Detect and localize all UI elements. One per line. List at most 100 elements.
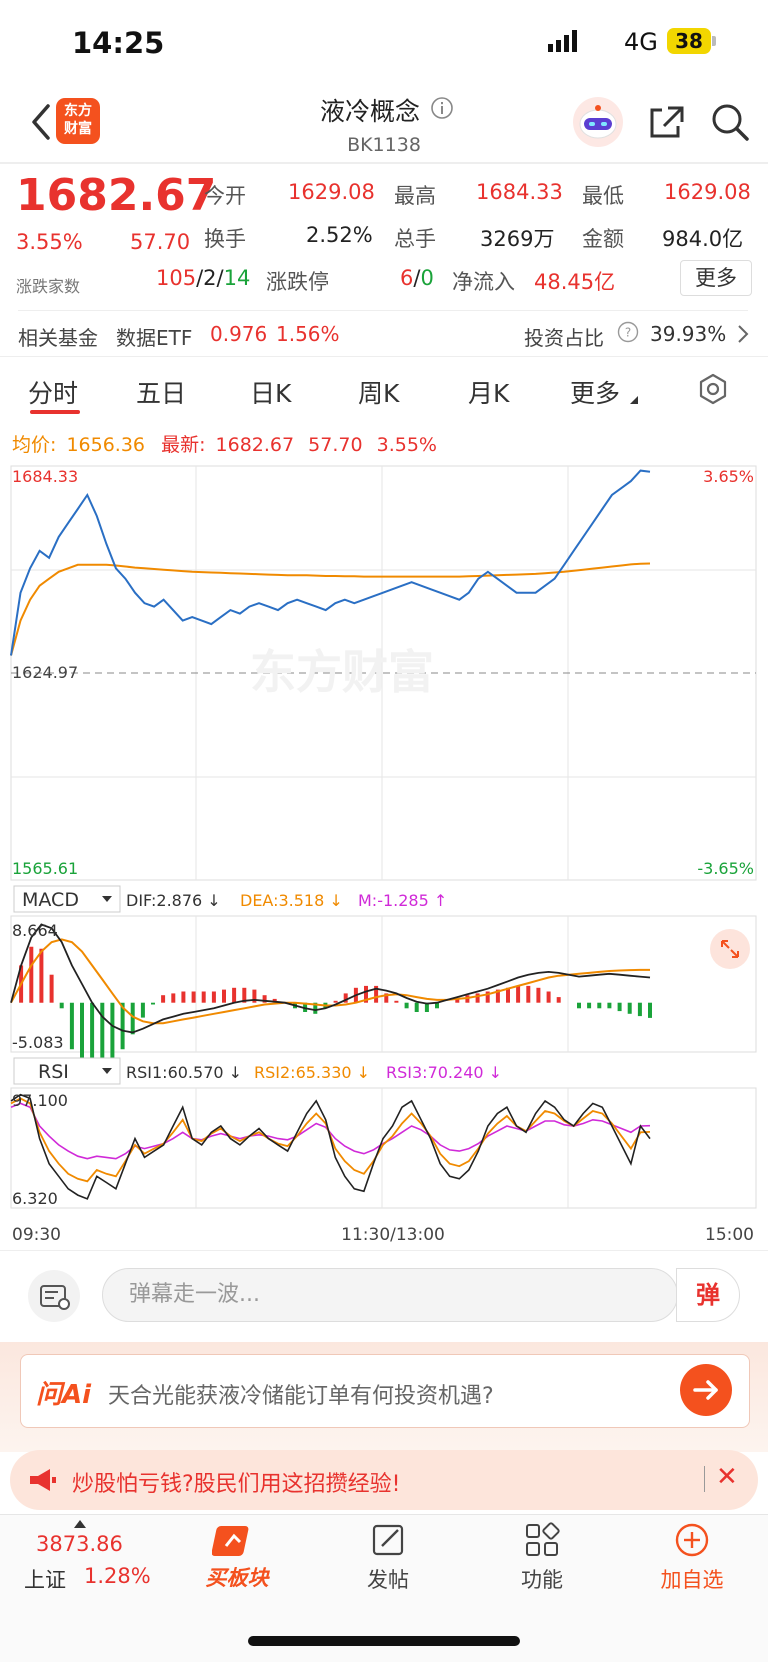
megaphone-icon <box>30 1469 56 1491</box>
high-label: 最高 <box>394 184 436 208</box>
etf-name[interactable]: 数据ETF <box>116 326 193 350</box>
avg-label: 均价: <box>12 434 57 456</box>
back-icon[interactable] <box>22 98 62 146</box>
index-name[interactable]: 上证 <box>24 1568 66 1592</box>
ai-question-text[interactable]: 天合光能获液冷储能订单有何投资机遇? <box>108 1384 494 1409</box>
pct-min-label: -3.65% <box>697 859 754 878</box>
header-divider <box>0 162 768 164</box>
network-type: 4G <box>624 28 658 56</box>
divider <box>0 356 768 357</box>
turnover-label: 换手 <box>204 227 246 251</box>
expand-icon[interactable] <box>710 929 750 969</box>
help-icon[interactable]: ? <box>617 321 639 343</box>
danmu-settings-icon[interactable] <box>28 1270 80 1322</box>
nav-function[interactable]: 功能 <box>521 1568 563 1592</box>
brand-logo: 东方 财富 <box>56 98 100 144</box>
macd-dif: DIF:2.876 ↓ <box>126 891 221 910</box>
arrow-right-icon <box>693 1380 718 1400</box>
dropdown-icon <box>102 1068 112 1074</box>
ai-question-box[interactable] <box>20 1354 750 1428</box>
net-inflow-label: 净流入 <box>452 270 515 294</box>
chevron-right-icon[interactable] <box>736 323 750 345</box>
nav-add-watchlist[interactable]: 加自选 <box>660 1568 724 1592</box>
gear-icon[interactable] <box>696 372 730 406</box>
page-title-text: 液冷概念 <box>319 97 420 126</box>
limit-counts: 6/0 <box>400 266 434 290</box>
limit-up-count: 6 <box>400 266 414 290</box>
edit-icon[interactable] <box>370 1522 406 1558</box>
related-fund-label: 相关基金 <box>18 326 98 350</box>
macd-dea: DEA:3.518 ↓ <box>240 891 343 910</box>
etf-pct: 1.56% <box>276 322 340 346</box>
amount-label: 金额 <box>582 227 624 251</box>
divider <box>18 310 748 311</box>
add-circle-icon[interactable] <box>674 1522 710 1558</box>
volume-value: 3269万 <box>480 227 555 251</box>
latest-pct: 3.55% <box>376 434 437 456</box>
macd-m: M:-1.285 ↑ <box>358 891 447 910</box>
grid-apps-icon[interactable] <box>524 1522 560 1558</box>
battery-tip <box>712 36 716 46</box>
decline-count: 14 <box>223 266 251 290</box>
tab-active-indicator <box>30 410 80 414</box>
tab-more[interactable]: 更多 <box>570 379 621 408</box>
share-icon[interactable] <box>648 104 686 140</box>
macd-panel: MACD DIF:2.876 ↓ DEA:3.518 ↓ M:-1.285 ↑ … <box>10 885 757 1078</box>
avg-value: 1656.36 <box>66 434 146 456</box>
robot-assistant-icon[interactable] <box>572 96 624 148</box>
change-pct: 3.55% <box>16 230 83 254</box>
latest-change: 57.70 <box>308 434 363 456</box>
index-pct[interactable]: 1.28% <box>84 1564 151 1588</box>
advance-decline-label: 涨跌家数 <box>16 277 81 296</box>
ai-submit-button[interactable] <box>680 1364 732 1416</box>
x-label-noon: 11:30/13:00 <box>341 1225 445 1245</box>
danmu-send-button[interactable]: 弹 <box>676 1268 740 1322</box>
macd-select[interactable] <box>13 885 121 913</box>
y-max-label: 1684.33 <box>12 467 78 486</box>
dea-line <box>10 938 650 1025</box>
macd-frame <box>10 915 757 1053</box>
volume-label: 总手 <box>394 227 436 251</box>
open-label: 今开 <box>204 184 246 208</box>
separator: / <box>413 266 421 290</box>
tab-weekly-k[interactable]: 周K <box>358 379 400 408</box>
nav-post[interactable]: 发帖 <box>367 1568 409 1592</box>
buy-block-icon[interactable] <box>212 1522 258 1560</box>
nav-buy-block[interactable]: 买板块 <box>205 1566 269 1590</box>
investment-ratio-value: 39.93% <box>650 322 727 346</box>
tab-intraday[interactable]: 分时 <box>28 379 79 408</box>
triangle-down-icon <box>630 396 638 404</box>
promo-text[interactable]: 炒股怕亏钱?股民们用这招攒经验! <box>72 1472 401 1497</box>
separator: / <box>196 266 204 290</box>
etf-price: 0.976 <box>210 322 268 346</box>
close-icon[interactable]: ✕ <box>716 1462 738 1492</box>
latest-label: 最新: <box>161 434 206 456</box>
advance-count: 105 <box>156 266 197 290</box>
intraday-chart[interactable]: 东方财富 1684.33 3.65% 1624.97 1565.61 -3.65… <box>0 450 768 1252</box>
low-value: 1629.08 <box>664 180 751 204</box>
danmu-input[interactable]: 弹幕走一波... <box>102 1268 678 1322</box>
stock-code: BK1138 <box>347 134 421 156</box>
info-icon[interactable] <box>430 96 454 120</box>
divider <box>0 1250 768 1251</box>
x-label-open: 09:30 <box>12 1225 61 1245</box>
rsi-select[interactable] <box>13 1057 121 1085</box>
amount-value: 984.0亿 <box>662 227 744 251</box>
triangle-up-icon <box>74 1520 86 1528</box>
net-inflow-value: 48.45亿 <box>534 270 616 294</box>
tab-five-day[interactable]: 五日 <box>136 379 187 408</box>
search-icon[interactable] <box>710 102 750 142</box>
index-value[interactable]: 3873.86 <box>36 1532 123 1556</box>
tab-daily-k[interactable]: 日K <box>250 379 292 408</box>
low-label: 最低 <box>582 184 624 208</box>
danmu-icon <box>40 1285 70 1310</box>
separator: / <box>216 266 224 290</box>
brand-logo-line1: 东方 <box>64 103 92 119</box>
more-button[interactable]: 更多 <box>680 260 752 296</box>
expand-arrows <box>721 940 739 958</box>
bottom-divider <box>0 1514 768 1515</box>
promo-banner[interactable] <box>10 1450 758 1510</box>
tab-monthly-k[interactable]: 月K <box>468 379 510 408</box>
watermark: 东方财富 <box>250 645 434 699</box>
current-price: 1682.67 <box>16 170 217 221</box>
